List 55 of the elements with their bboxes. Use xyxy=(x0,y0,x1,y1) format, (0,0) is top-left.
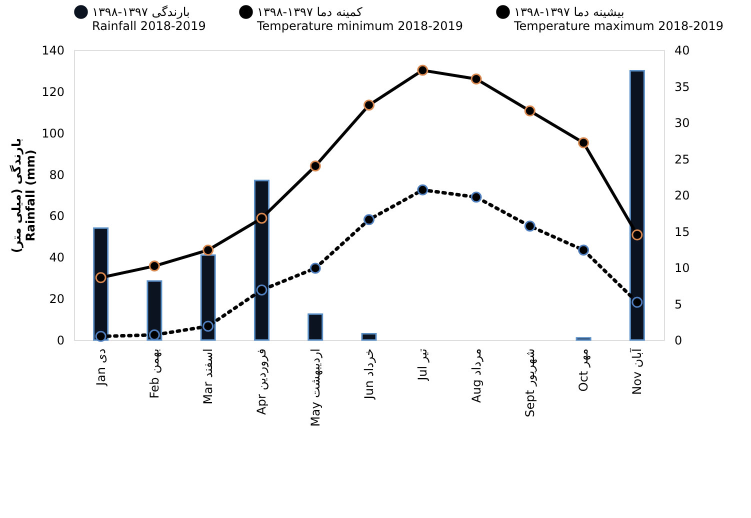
point xyxy=(632,296,643,308)
bar xyxy=(576,337,592,341)
y-tick-label: 80 xyxy=(49,168,64,182)
point xyxy=(148,329,160,340)
y-tick-label: 40 xyxy=(49,250,64,265)
bar xyxy=(629,70,645,341)
point xyxy=(202,244,214,256)
point xyxy=(578,137,590,148)
y2-tick-label: 10 xyxy=(674,261,690,275)
point xyxy=(364,214,374,226)
y2-tick-label: 5 xyxy=(674,297,682,312)
y-tick-label: 60 xyxy=(49,209,64,224)
point xyxy=(417,64,428,76)
point xyxy=(95,272,106,284)
y2-tick-label: 15 xyxy=(674,224,690,239)
point xyxy=(632,229,643,240)
x-tick-label: Aug مرداد xyxy=(469,348,484,403)
point xyxy=(202,320,214,332)
y2-tick-label: 0 xyxy=(674,334,682,348)
bar xyxy=(308,313,324,341)
point xyxy=(310,262,321,274)
point xyxy=(364,100,374,111)
point xyxy=(256,212,268,224)
y-tick-label: 0 xyxy=(56,334,64,348)
point xyxy=(578,244,590,256)
x-tick-label: Jun خرداد xyxy=(362,348,376,400)
y2-tick-label: 20 xyxy=(674,188,690,202)
point xyxy=(310,160,321,172)
x-tick-label: Mar اسفند xyxy=(201,348,216,404)
x-tick-label: May اردیبهشت xyxy=(308,348,322,427)
y2-tick-label: 30 xyxy=(674,116,690,130)
point xyxy=(470,74,482,84)
y-tick-label: 20 xyxy=(49,292,64,306)
y2-tick-label: 40 xyxy=(674,44,690,58)
bar xyxy=(361,333,377,341)
point xyxy=(524,220,536,232)
bar xyxy=(200,254,216,341)
y2-tick-label: 35 xyxy=(674,80,690,94)
point xyxy=(470,192,482,203)
x-tick-label: Nov آبان xyxy=(629,348,644,395)
y2-tick-label: 25 xyxy=(674,152,690,166)
x-tick-label: Apr فروردین xyxy=(254,348,269,415)
point xyxy=(148,260,160,272)
point xyxy=(417,184,428,196)
x-tick-label: Jul تیر xyxy=(416,348,430,382)
x-tick-label: Jan دی xyxy=(94,348,108,387)
point xyxy=(256,284,268,296)
x-tick-label: Oct مهر xyxy=(576,348,591,392)
x-tick-label: Feb بهمن xyxy=(147,348,162,399)
y-tick-label: 120 xyxy=(42,84,64,99)
y-tick-label: 100 xyxy=(42,126,64,140)
y-tick-label: 140 xyxy=(42,44,64,58)
point xyxy=(95,330,106,342)
x-tick-label: Sept شهریور xyxy=(522,348,537,418)
point xyxy=(524,105,536,116)
